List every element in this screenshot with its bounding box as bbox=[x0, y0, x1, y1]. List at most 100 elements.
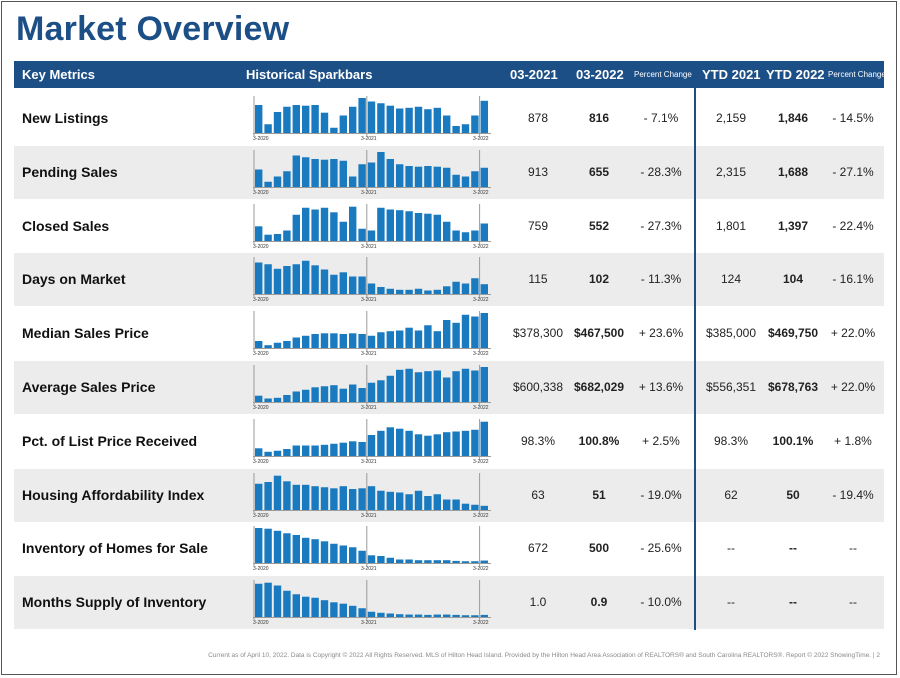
sparkbar bbox=[396, 209, 404, 241]
sparkbar bbox=[367, 283, 376, 295]
metric-label: Inventory of Homes for Sale bbox=[22, 540, 208, 557]
sparkbar-tick-label: 3-2021 bbox=[361, 405, 377, 410]
value-03-2021: $378,300 bbox=[512, 326, 564, 341]
sparkbar bbox=[461, 314, 470, 349]
sparkbar-tick-label: 3-2022 bbox=[473, 244, 489, 249]
sparkbar-tick-label: 3-2022 bbox=[473, 351, 489, 356]
sparkbar bbox=[283, 480, 291, 510]
value-ytd-2021: 124 bbox=[720, 272, 742, 287]
sparkbar bbox=[330, 602, 338, 618]
sparkbar bbox=[283, 448, 291, 456]
value-ytd-2021: $556,351 bbox=[705, 380, 757, 394]
sparkbar bbox=[292, 594, 300, 618]
sparkbar-tick-label: 3-2020 bbox=[253, 244, 269, 249]
sparkbar bbox=[311, 158, 319, 187]
sparkbar bbox=[452, 371, 460, 402]
sparkbar bbox=[255, 262, 263, 295]
sparkbar bbox=[264, 264, 272, 295]
sparkbar bbox=[339, 545, 347, 564]
value-03-2022: 102 bbox=[588, 272, 610, 287]
header-ytd-2022: YTD 2022 bbox=[766, 67, 825, 82]
metric-label: Housing Affordability Index bbox=[22, 486, 205, 503]
sparkbar bbox=[311, 387, 319, 402]
sparkbar bbox=[414, 330, 423, 349]
percent-change: + 23.6% bbox=[638, 326, 684, 341]
sparkbar bbox=[461, 283, 470, 295]
sparkbar-tick-label: 3-2022 bbox=[473, 136, 489, 141]
sparkbar bbox=[302, 335, 310, 349]
sparkbar bbox=[377, 430, 385, 456]
sparkbar bbox=[480, 100, 488, 133]
sparkbar bbox=[405, 165, 413, 187]
sparkbar bbox=[461, 430, 470, 456]
sparkbar-chart: 3-2020 3-2021 3-2022 bbox=[253, 526, 491, 571]
sparkbar bbox=[311, 539, 319, 564]
sparkbar bbox=[433, 290, 441, 295]
header-ytd-2021: YTD 2021 bbox=[702, 67, 761, 82]
sparkbar bbox=[461, 615, 470, 618]
sparkbar bbox=[471, 230, 479, 241]
sparkbar bbox=[255, 583, 263, 618]
sparkbar bbox=[349, 605, 357, 618]
sparkbar bbox=[405, 290, 413, 295]
table-header: Key Metrics Historical Sparkbars 03-2021… bbox=[14, 61, 886, 88]
sparkbar-chart: 3-2020 3-2021 3-2022 bbox=[253, 472, 491, 518]
sparkbar bbox=[292, 155, 300, 187]
sparkbar bbox=[339, 334, 347, 349]
value-ytd-2022: 104 bbox=[782, 272, 804, 287]
value-03-2022: 500 bbox=[588, 541, 610, 556]
sparkbar bbox=[386, 375, 394, 402]
percent-change: + 2.5% bbox=[642, 433, 680, 448]
sparkbar bbox=[414, 106, 423, 133]
sparkbar bbox=[349, 176, 357, 187]
table-row: Pending Sales 3-2020 3-2021 3-2022 913 655 - 2… bbox=[14, 145, 884, 199]
sparkbar bbox=[405, 493, 413, 510]
sparkbar bbox=[480, 313, 488, 349]
sparkbar bbox=[452, 282, 460, 295]
sparkbar bbox=[311, 209, 319, 241]
sparkbar bbox=[386, 209, 394, 241]
sparkbar bbox=[292, 214, 300, 241]
sparkbar-tick-label: 3-2022 bbox=[473, 190, 489, 195]
sparkbar bbox=[433, 166, 441, 187]
sparkbar-tick-label: 3-2022 bbox=[473, 513, 489, 518]
sparkbar bbox=[292, 535, 300, 564]
sparkbar bbox=[461, 176, 470, 187]
sparkbar bbox=[320, 486, 329, 510]
sparkbar bbox=[330, 158, 338, 187]
value-03-2021: 1.0 bbox=[529, 595, 547, 610]
sparkbar bbox=[264, 481, 272, 510]
sparkbar bbox=[405, 107, 413, 133]
sparkbar bbox=[414, 614, 423, 618]
sparkbar bbox=[311, 485, 319, 510]
sparkbar bbox=[330, 443, 338, 456]
sparkbar-tick-label: 3-2022 bbox=[473, 297, 489, 302]
sparkbar-tick-label: 3-2021 bbox=[361, 620, 377, 625]
sparkbar bbox=[283, 590, 291, 618]
value-ytd-2022: -- bbox=[789, 595, 797, 610]
sparkbar bbox=[311, 334, 319, 349]
sparkbar bbox=[386, 158, 394, 187]
sparkbar bbox=[358, 228, 366, 241]
sparkbar bbox=[471, 370, 479, 402]
sparkbar bbox=[367, 611, 376, 618]
sparkbar bbox=[377, 490, 385, 510]
value-ytd-2022: 50 bbox=[786, 487, 800, 502]
sparkbar bbox=[480, 615, 488, 618]
sparkbar bbox=[424, 213, 432, 241]
value-ytd-2021: -- bbox=[727, 595, 735, 610]
percent-change: - 27.3% bbox=[640, 218, 682, 233]
sparkbar bbox=[414, 212, 423, 241]
value-03-2021: 672 bbox=[527, 541, 549, 556]
metric-label: Days on Market bbox=[22, 271, 126, 288]
sparkbar bbox=[480, 560, 488, 564]
sparkbar-chart: 3-2020 3-2021 3-2022 bbox=[253, 365, 491, 410]
sparkbar bbox=[283, 106, 291, 133]
sparkbar bbox=[377, 151, 385, 187]
sparkbar-chart: 3-2020 3-2021 3-2022 bbox=[253, 96, 491, 141]
sparkbar bbox=[471, 316, 479, 349]
sparkbar bbox=[358, 441, 366, 456]
table-row: Days on Market 3-2020 3-2021 3-2022 115 102 - … bbox=[14, 253, 884, 307]
sparkbar bbox=[461, 561, 470, 564]
sparkbar bbox=[386, 331, 394, 349]
